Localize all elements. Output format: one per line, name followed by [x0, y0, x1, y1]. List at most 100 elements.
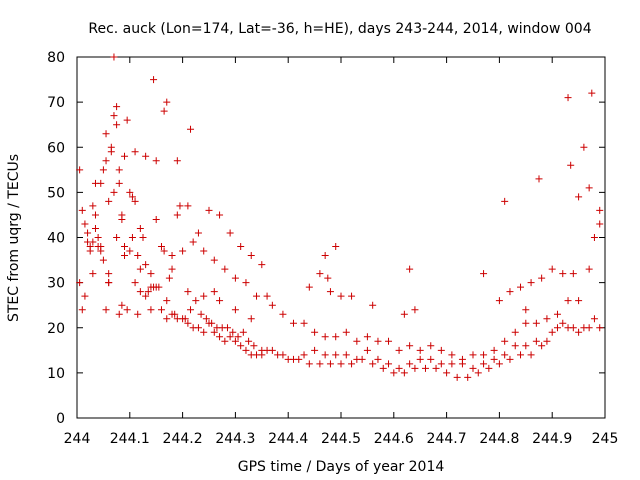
data-point	[113, 103, 121, 111]
plus-marker	[575, 193, 583, 201]
data-point	[102, 306, 110, 314]
x-tick-label: 244.3	[215, 431, 255, 447]
data-point	[187, 306, 195, 314]
data-point	[152, 283, 160, 291]
plus-marker	[110, 112, 118, 120]
plus-marker	[181, 315, 189, 323]
data-point	[337, 292, 345, 300]
data-point	[229, 328, 237, 336]
plus-marker	[480, 351, 488, 359]
plus-marker	[480, 270, 488, 278]
plus-marker	[216, 297, 224, 305]
data-point	[121, 243, 129, 251]
plus-marker	[139, 234, 147, 241]
data-point	[118, 215, 126, 223]
data-point	[200, 247, 208, 255]
data-point	[128, 234, 136, 241]
data-point	[76, 279, 84, 287]
data-point	[91, 224, 99, 232]
data-point	[374, 355, 382, 363]
plus-marker	[511, 342, 519, 350]
data-point	[242, 279, 250, 287]
plus-marker	[305, 283, 313, 291]
plus-marker	[543, 315, 551, 323]
plus-marker	[107, 148, 115, 156]
data-point	[102, 130, 110, 138]
plus-marker	[105, 270, 113, 278]
plus-marker	[81, 220, 89, 228]
plus-marker	[163, 98, 171, 106]
data-point	[253, 292, 261, 300]
data-point	[538, 342, 546, 350]
y-tick-label: 40	[47, 231, 65, 247]
data-point	[385, 360, 393, 368]
plus-marker	[564, 324, 572, 332]
plus-marker	[316, 270, 324, 278]
plus-marker	[263, 292, 271, 300]
data-point	[588, 89, 596, 97]
data-point	[184, 288, 192, 296]
data-point	[332, 333, 340, 341]
plus-marker	[532, 319, 540, 327]
data-point	[194, 229, 202, 237]
plus-marker	[187, 306, 195, 314]
plus-marker	[136, 224, 144, 232]
data-point	[363, 346, 371, 354]
plus-marker	[406, 342, 414, 350]
plus-marker	[448, 351, 456, 359]
data-point	[168, 265, 176, 273]
plus-marker	[374, 337, 382, 345]
plus-marker	[575, 297, 583, 305]
y-tick-label: 0	[56, 411, 65, 427]
data-point	[247, 252, 255, 260]
data-point	[139, 234, 147, 241]
data-point	[208, 319, 216, 327]
plus-marker	[268, 346, 276, 354]
data-point	[144, 288, 152, 296]
data-point	[223, 324, 231, 332]
plus-marker	[289, 355, 297, 363]
plus-marker	[200, 328, 208, 336]
y-tick-label: 70	[47, 95, 65, 111]
plus-marker	[134, 252, 142, 260]
data-point	[173, 157, 181, 165]
data-point	[485, 364, 493, 372]
plus-marker	[311, 328, 319, 336]
data-point	[160, 107, 168, 115]
data-point	[152, 215, 160, 223]
plus-marker	[279, 351, 287, 359]
plus-marker	[332, 351, 340, 359]
plus-marker	[134, 310, 142, 318]
plus-marker	[171, 310, 179, 318]
data-point	[300, 319, 308, 327]
data-point	[416, 355, 424, 363]
plus-marker	[242, 346, 250, 354]
plus-marker	[485, 364, 493, 372]
x-tick-label: 244.4	[268, 431, 308, 447]
data-point	[279, 351, 287, 359]
data-point	[369, 301, 377, 309]
data-point	[395, 346, 403, 354]
plus-marker	[588, 89, 596, 97]
data-point	[78, 306, 86, 314]
plus-marker	[268, 301, 276, 309]
data-point	[239, 328, 247, 336]
plus-marker	[210, 328, 218, 336]
data-point	[99, 256, 107, 264]
data-point	[128, 193, 136, 201]
data-point	[437, 360, 445, 368]
data-point	[99, 166, 107, 174]
plus-marker	[173, 211, 181, 219]
plus-marker	[437, 346, 445, 354]
plus-marker	[522, 342, 530, 350]
data-point	[192, 297, 200, 305]
plus-marker	[121, 243, 129, 251]
plus-marker	[363, 346, 371, 354]
data-point	[374, 337, 382, 345]
plus-marker	[416, 346, 424, 354]
plus-marker	[239, 328, 247, 336]
data-point	[437, 346, 445, 354]
data-point	[226, 333, 234, 341]
data-point	[448, 351, 456, 359]
plus-marker	[147, 270, 155, 278]
